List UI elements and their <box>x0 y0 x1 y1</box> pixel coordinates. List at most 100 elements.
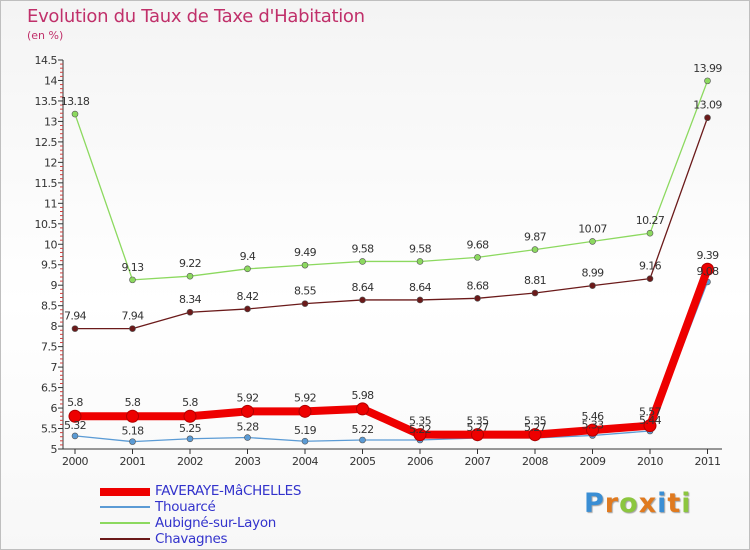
data-point-thouarce <box>129 438 136 445</box>
data-point-aubigne <box>301 261 309 269</box>
y-tick-label: 9 <box>51 279 58 292</box>
data-label-thouarce: 5.44 <box>639 414 662 427</box>
data-label-chavagnes: 8.42 <box>236 290 258 303</box>
x-tick-label: 2003 <box>235 455 261 468</box>
y-tick-label: 6.5 <box>41 382 57 395</box>
proxiti-logo: Proxiti <box>584 488 692 519</box>
y-tick-label: 12 <box>44 156 57 169</box>
x-tick-label: 2006 <box>407 455 433 468</box>
data-point-chavagnes <box>186 308 194 316</box>
data-label-chavagnes: 8.34 <box>179 293 202 306</box>
data-point-faveraye <box>298 404 312 418</box>
data-label-aubigne: 9.58 <box>409 242 432 255</box>
x-tick-label: 2002 <box>177 455 203 468</box>
series-layer <box>68 77 714 445</box>
data-point-thouarce <box>71 432 79 440</box>
logo-letter: r <box>604 488 620 519</box>
y-tick-label: 9.5 <box>41 259 57 272</box>
legend-label-aubigne: Aubigné-sur-Layon <box>155 515 277 531</box>
data-label-faveraye: 9.39 <box>696 249 719 262</box>
data-label-thouarce: 9.08 <box>696 265 719 278</box>
axes: 55.566.577.588.599.51010.51111.51212.513… <box>35 54 722 468</box>
data-point-faveraye <box>356 402 369 416</box>
data-label-chavagnes: 8.68 <box>466 279 489 292</box>
y-tick-label: 6 <box>51 402 58 415</box>
data-point-chavagnes <box>531 289 539 297</box>
data-point-aubigne <box>589 238 596 245</box>
data-point-chavagnes <box>71 325 79 332</box>
data-label-thouarce: 5.19 <box>294 424 317 437</box>
x-tick-label: 2008 <box>522 455 548 468</box>
data-label-faveraye: 5.57 <box>639 406 662 419</box>
data-point-chavagnes <box>244 305 251 313</box>
data-label-aubigne: 9.87 <box>524 231 547 244</box>
series-line-chavagnes <box>75 117 709 330</box>
data-point-thouarce <box>186 435 194 443</box>
y-tick-label: 7.5 <box>41 341 57 354</box>
data-point-faveraye <box>241 404 254 418</box>
data-label-chavagnes: 7.94 <box>64 310 87 323</box>
data-point-aubigne <box>474 254 481 261</box>
data-point-aubigne <box>244 265 251 273</box>
data-label-chavagnes: 8.64 <box>351 281 374 294</box>
x-tick-label: 2005 <box>350 455 376 468</box>
data-point-faveraye <box>586 423 599 437</box>
data-point-chavagnes <box>301 300 309 307</box>
chart-title: Evolution du Taux de Taxe d'Habitation <box>27 6 365 27</box>
logo-letter: i <box>681 488 692 519</box>
data-label-faveraye: 5.92 <box>294 391 316 404</box>
data-point-faveraye <box>413 428 427 442</box>
data-point-thouarce <box>301 437 309 445</box>
data-point-chavagnes <box>129 325 136 332</box>
logo-letter: i <box>657 488 668 519</box>
data-point-chavagnes <box>474 295 481 302</box>
data-point-chavagnes <box>704 114 711 122</box>
y-tick-label: 5 <box>51 443 58 456</box>
y-tick-label: 12.5 <box>35 136 58 149</box>
data-label-faveraye: 5.98 <box>351 389 374 402</box>
data-point-faveraye <box>471 428 484 442</box>
data-label-chavagnes: 8.55 <box>294 285 317 298</box>
data-label-faveraye: 5.46 <box>581 410 604 423</box>
data-point-aubigne <box>704 77 711 85</box>
data-point-chavagnes <box>589 282 596 289</box>
legend-swatch-chavagnes <box>100 538 150 540</box>
y-tick-label: 11.5 <box>35 177 58 190</box>
logo-letter: P <box>584 488 605 519</box>
data-label-chavagnes: 7.94 <box>121 310 144 323</box>
data-label-aubigne: 9.58 <box>351 242 374 255</box>
x-tick-label: 2001 <box>120 455 146 468</box>
data-point-chavagnes <box>416 296 424 304</box>
y-tick-label: 14.5 <box>35 54 58 67</box>
logo-letter: t <box>667 488 682 519</box>
y-tick-label: 11 <box>44 197 57 210</box>
legend-label-chavagnes: Chavagnes <box>155 531 228 547</box>
x-tick-label: 2009 <box>580 455 606 468</box>
data-label-thouarce: 5.27 <box>466 421 489 434</box>
data-label-faveraye: 5.35 <box>466 415 489 428</box>
legend-swatch-thouarce <box>100 506 150 508</box>
data-label-faveraye: 5.92 <box>236 391 258 404</box>
data-point-aubigne <box>416 258 424 265</box>
x-tick-label: 2010 <box>637 455 663 468</box>
data-label-chavagnes: 8.64 <box>409 281 432 294</box>
series-line-faveraye <box>75 267 712 439</box>
data-label-thouarce: 5.28 <box>236 421 259 434</box>
data-label-faveraye: 5.8 <box>125 396 141 409</box>
y-tick-label: 5.5 <box>41 423 57 436</box>
data-label-chavagnes: 13.09 <box>693 99 722 112</box>
y-tick-label: 8 <box>51 320 58 333</box>
data-point-faveraye <box>643 419 657 433</box>
chart-subtitle: (en %) <box>27 29 64 42</box>
logo-letter: o <box>619 488 639 519</box>
y-tick-label: 13 <box>44 115 57 128</box>
data-point-faveraye <box>68 409 82 423</box>
data-label-thouarce: 5.18 <box>121 425 144 438</box>
data-label-thouarce: 5.33 <box>581 418 604 431</box>
y-tick-label: 7 <box>51 361 58 374</box>
y-tick-label: 13.5 <box>35 95 58 108</box>
x-tick-label: 2007 <box>465 455 491 468</box>
data-label-aubigne: 13.18 <box>61 95 90 108</box>
legend-swatch-faveraye <box>100 488 150 496</box>
data-point-aubigne <box>646 229 654 237</box>
